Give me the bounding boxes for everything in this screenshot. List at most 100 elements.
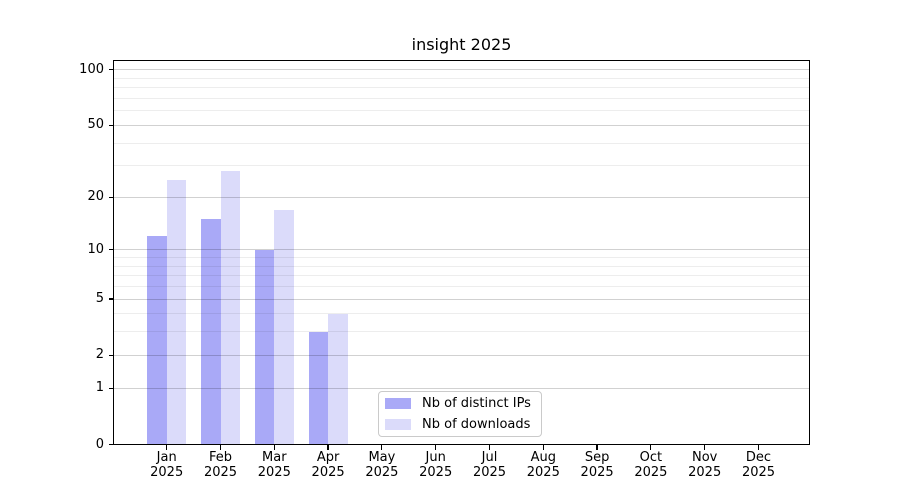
gridline-major-100 <box>113 69 810 71</box>
x-tick-year: 2025 <box>741 465 776 480</box>
gridline-major-20 <box>113 196 810 198</box>
x-tick-mark-aug <box>542 444 544 450</box>
bar-nb-of-distinct-ips-mar <box>254 249 275 445</box>
legend-swatch-nb-of-downloads <box>385 419 411 430</box>
bar-nb-of-downloads-mar <box>274 209 294 445</box>
x-tick-label-jan: Jan 2025 <box>137 450 197 480</box>
x-tick-label-dec: Dec 2025 <box>729 450 789 480</box>
gridline-minor-8 <box>113 265 810 267</box>
x-tick-label-jun: Jun 2025 <box>406 450 466 480</box>
x-tick-month: Nov <box>692 450 718 465</box>
x-tick-month: Feb <box>208 450 233 465</box>
x-tick-mark-nov <box>704 444 706 450</box>
x-tick-mark-jan <box>166 444 168 450</box>
gridline-major-50 <box>113 124 810 126</box>
y-tick-mark-0 <box>108 443 113 446</box>
x-tick-label-jul: Jul 2025 <box>460 450 520 480</box>
x-tick-year: 2025 <box>311 465 345 480</box>
x-tick-mark-dec <box>757 444 760 450</box>
legend-swatch-nb-of-distinct-ips <box>385 398 411 409</box>
x-tick-year: 2025 <box>365 465 399 480</box>
x-tick-mark-mar <box>273 444 275 450</box>
gridline-minor-7 <box>113 275 810 277</box>
bar-nb-of-distinct-ips-jan <box>147 236 167 445</box>
y-tick-label-5: 5 <box>95 291 104 307</box>
x-tick-month: Oct <box>639 450 663 465</box>
x-tick-label-feb: Feb 2025 <box>191 450 251 480</box>
x-tick-year: 2025 <box>580 465 614 480</box>
x-tick-month: Aug <box>530 450 556 465</box>
y-tick-mark-1 <box>108 387 113 389</box>
x-tick-label-mar: Mar 2025 <box>244 450 304 480</box>
x-tick-label-aug: Aug 2025 <box>513 450 573 480</box>
x-tick-month: Jul <box>481 450 498 465</box>
x-tick-label-may: May 2025 <box>352 450 412 480</box>
bar-nb-of-distinct-ips-apr <box>308 331 329 445</box>
x-tick-year: 2025 <box>203 465 238 480</box>
gridline-minor-3 <box>113 331 810 333</box>
x-tick-mark-jun <box>435 444 437 450</box>
legend-label-nb-of-distinct-ips: Nb of distinct IPs <box>422 395 531 411</box>
bar-nb-of-downloads-feb <box>220 171 240 445</box>
x-tick-label-nov: Nov 2025 <box>675 450 735 480</box>
gridline-minor-6 <box>113 286 810 288</box>
x-tick-label-sep: Sep 2025 <box>567 450 627 480</box>
y-tick-label-50: 50 <box>87 117 104 133</box>
x-tick-mark-may <box>381 444 383 450</box>
gridline-major-5 <box>113 298 810 300</box>
chart-title: insight 2025 <box>411 35 512 54</box>
legend-row-nb-of-downloads: Nb of downloads <box>385 415 535 434</box>
legend: Nb of distinct IPs Nb of downloads <box>378 391 542 437</box>
x-tick-mark-apr <box>327 444 329 450</box>
x-tick-month: Jan <box>156 450 177 465</box>
gridline-major-2 <box>113 354 810 356</box>
y-tick-label-10: 10 <box>87 241 104 257</box>
y-tick-label-1: 1 <box>95 380 104 396</box>
x-tick-month: Sep <box>584 450 610 465</box>
y-tick-label-20: 20 <box>87 189 104 205</box>
x-tick-year: 2025 <box>150 465 184 480</box>
bar-nb-of-downloads-jan <box>166 179 187 445</box>
x-tick-year: 2025 <box>257 465 291 480</box>
y-tick-mark-5 <box>108 298 113 300</box>
x-tick-month: Jun <box>425 450 446 465</box>
gridline-minor-4 <box>113 313 810 315</box>
x-tick-year: 2025 <box>634 465 668 480</box>
gridline-minor-70 <box>113 97 810 99</box>
legend-label-nb-of-downloads: Nb of downloads <box>422 416 531 432</box>
bar-nb-of-downloads-apr <box>328 313 348 445</box>
y-tick-mark-10 <box>108 249 113 251</box>
x-tick-mark-oct <box>650 444 652 450</box>
y-tick-mark-100 <box>108 69 113 71</box>
y-tick-mark-50 <box>108 124 113 126</box>
x-tick-label-oct: Oct 2025 <box>621 450 681 480</box>
x-tick-month: May <box>368 450 396 465</box>
gridline-minor-30 <box>113 165 810 167</box>
x-tick-mark-feb <box>219 444 222 450</box>
x-tick-label-apr: Apr 2025 <box>298 450 358 480</box>
y-tick-label-0: 0 <box>95 436 104 452</box>
x-tick-year: 2025 <box>688 465 722 480</box>
gridline-minor-9 <box>113 257 810 259</box>
y-tick-label-2: 2 <box>95 347 104 363</box>
gridline-minor-90 <box>113 77 810 79</box>
x-tick-month: Apr <box>316 450 340 465</box>
x-tick-mark-jul <box>488 444 491 450</box>
gridline-major-10 <box>113 249 810 251</box>
x-tick-month: Dec <box>745 450 772 465</box>
x-tick-year: 2025 <box>472 465 507 480</box>
bar-nb-of-distinct-ips-feb <box>201 219 221 445</box>
y-tick-label-100: 100 <box>79 61 104 77</box>
gridline-major-1 <box>113 387 810 389</box>
x-tick-month: Mar <box>262 450 287 465</box>
x-tick-year: 2025 <box>419 465 453 480</box>
y-tick-mark-20 <box>108 196 113 198</box>
y-tick-mark-2 <box>108 354 113 356</box>
gridline-minor-60 <box>113 110 810 112</box>
x-tick-mark-sep <box>596 444 598 450</box>
legend-row-nb-of-distinct-ips: Nb of distinct IPs <box>385 394 535 413</box>
gridline-minor-40 <box>113 142 810 144</box>
x-tick-year: 2025 <box>526 465 560 480</box>
gridline-minor-80 <box>113 87 810 89</box>
